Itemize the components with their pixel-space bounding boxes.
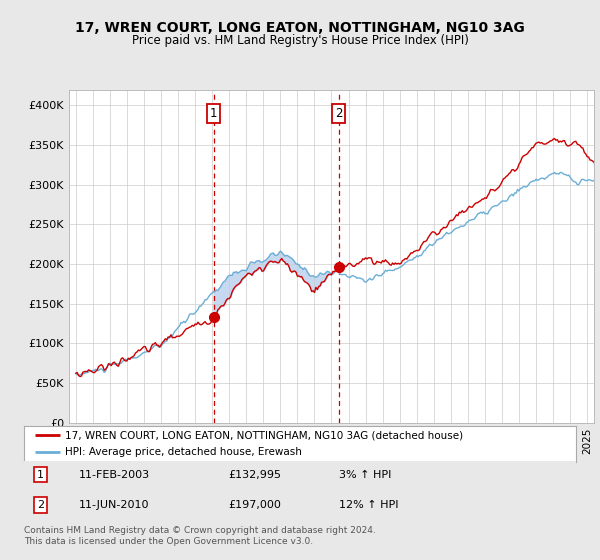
Text: Price paid vs. HM Land Registry's House Price Index (HPI): Price paid vs. HM Land Registry's House … (131, 34, 469, 46)
Text: £197,000: £197,000 (228, 500, 281, 510)
Text: 17, WREN COURT, LONG EATON, NOTTINGHAM, NG10 3AG: 17, WREN COURT, LONG EATON, NOTTINGHAM, … (75, 21, 525, 35)
Text: £132,995: £132,995 (228, 470, 281, 480)
Text: 3% ↑ HPI: 3% ↑ HPI (338, 470, 391, 480)
Text: 11-FEB-2003: 11-FEB-2003 (79, 470, 151, 480)
Text: HPI: Average price, detached house, Erewash: HPI: Average price, detached house, Erew… (65, 447, 302, 457)
Text: 1: 1 (210, 107, 217, 120)
Text: 17, WREN COURT, LONG EATON, NOTTINGHAM, NG10 3AG (detached house): 17, WREN COURT, LONG EATON, NOTTINGHAM, … (65, 431, 464, 440)
Text: Contains HM Land Registry data © Crown copyright and database right 2024.
This d: Contains HM Land Registry data © Crown c… (24, 526, 376, 546)
Text: 2: 2 (335, 107, 343, 120)
Text: 11-JUN-2010: 11-JUN-2010 (79, 500, 150, 510)
Text: 12% ↑ HPI: 12% ↑ HPI (338, 500, 398, 510)
Text: 2: 2 (37, 500, 44, 510)
Text: 1: 1 (37, 470, 44, 480)
